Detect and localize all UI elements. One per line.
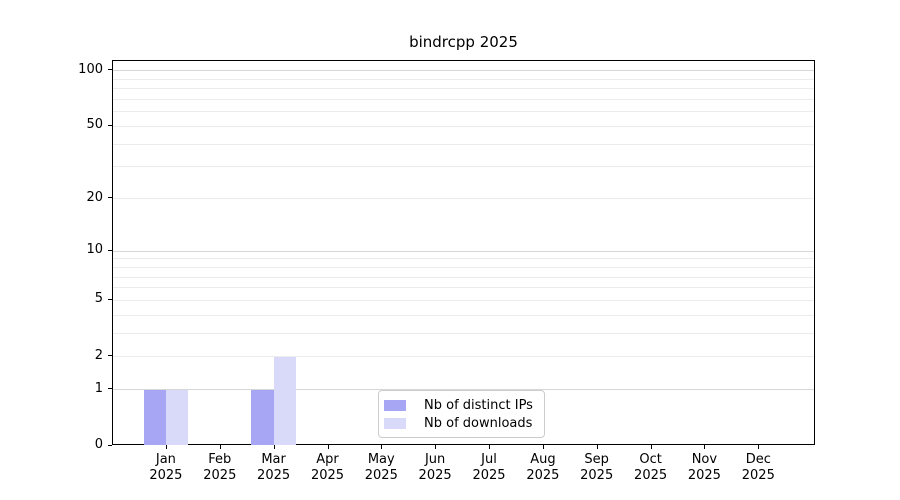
y-tick-label: 50	[86, 117, 103, 133]
minor-gridline	[113, 314, 814, 316]
y-tick-label: 1	[94, 380, 103, 396]
y-tick-label: 2	[94, 347, 103, 363]
x-tick-label: Jan 2025	[149, 452, 183, 483]
y-tick-label: 100	[78, 61, 103, 77]
x-tick-label: Mar 2025	[257, 452, 291, 483]
x-tick-label: Sep 2025	[580, 452, 614, 483]
minor-gridline	[113, 258, 814, 260]
x-tick-label: Nov 2025	[687, 452, 721, 483]
bar-nb-of-downloads-mar	[273, 356, 296, 445]
x-tick	[273, 445, 275, 449]
x-tick	[165, 445, 167, 449]
y-tick-label: 20	[86, 189, 103, 205]
x-tick	[489, 445, 490, 449]
y-tick	[108, 197, 112, 198]
minor-gridline	[113, 99, 814, 100]
minor-gridline	[113, 276, 814, 278]
x-tick	[219, 445, 221, 449]
bar-nb-of-distinct-ips-mar	[251, 389, 274, 445]
y-tick	[108, 298, 112, 300]
y-tick	[108, 388, 112, 390]
x-tick-label: Apr 2025	[310, 452, 345, 483]
x-tick-label: May 2025	[364, 452, 398, 483]
x-tick	[542, 445, 544, 449]
bar-nb-of-downloads-jan	[165, 389, 189, 445]
y-tick-label: 5	[94, 291, 103, 307]
minor-gridline	[113, 356, 814, 358]
legend-swatch-downloads	[384, 417, 406, 429]
y-tick	[108, 69, 112, 71]
x-tick-label: Aug 2025	[526, 452, 560, 483]
bar-nb-of-distinct-ips-jan	[143, 389, 166, 445]
major-gridline	[113, 250, 814, 252]
x-tick	[327, 445, 329, 449]
minor-gridline	[113, 78, 814, 80]
plot-area	[112, 60, 815, 445]
major-gridline	[113, 389, 814, 391]
minor-gridline	[113, 125, 814, 127]
minor-gridline	[113, 266, 814, 268]
x-tick-label: Oct 2025	[634, 452, 668, 483]
minor-gridline	[113, 111, 814, 113]
minor-gridline	[113, 332, 814, 334]
minor-gridline	[113, 88, 814, 90]
y-tick	[108, 444, 112, 446]
y-tick	[108, 355, 112, 357]
x-tick	[758, 445, 760, 449]
minor-gridline	[113, 299, 814, 301]
legend-swatch-distinct-ips	[384, 399, 406, 411]
chart-title: bindrcpp 2025	[409, 33, 518, 51]
y-tick	[108, 249, 112, 251]
minor-gridline	[113, 287, 814, 289]
x-tick	[381, 445, 383, 449]
x-tick	[435, 445, 437, 449]
legend-row-downloads: Nb of downloads	[384, 414, 538, 432]
x-tick-label: Feb 2025	[203, 452, 237, 483]
x-tick-label: Jul 2025	[472, 452, 506, 483]
legend-label-distinct-ips: Nb of distinct IPs	[424, 397, 533, 413]
major-gridline	[113, 70, 814, 72]
minor-gridline	[113, 198, 814, 199]
legend-row-distinct-ips: Nb of distinct IPs	[384, 396, 538, 414]
x-tick	[704, 445, 706, 449]
x-tick-label: Jun 2025	[418, 452, 452, 483]
y-tick	[108, 124, 112, 126]
x-tick	[596, 445, 598, 449]
legend-label-downloads: Nb of downloads	[424, 415, 533, 431]
y-tick-label: 10	[86, 242, 103, 258]
minor-gridline	[113, 166, 814, 168]
y-tick-label: 0	[94, 437, 103, 452]
x-tick-label: Dec 2025	[741, 452, 775, 483]
x-tick	[650, 445, 652, 449]
minor-gridline	[113, 143, 814, 145]
legend: Nb of distinct IPs Nb of downloads	[378, 390, 545, 438]
